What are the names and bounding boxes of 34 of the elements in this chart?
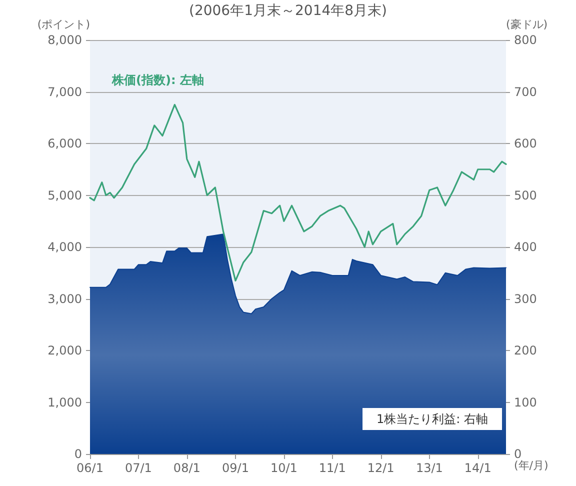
y2-tick-label: 200 bbox=[514, 344, 537, 358]
y2-tick-label: 500 bbox=[514, 188, 537, 202]
y-axis-title: (ポイント) bbox=[37, 18, 90, 31]
y-tick-label: 6,000 bbox=[48, 136, 82, 150]
y2-tick-label: 700 bbox=[514, 84, 537, 99]
x-tick-label: 06/1 bbox=[76, 461, 104, 475]
series-label: 1株当たり利益: 右軸 bbox=[376, 412, 488, 426]
y-tick-label: 2,000 bbox=[48, 344, 82, 358]
y-tick-label: 3,000 bbox=[48, 292, 82, 306]
x-tick-label: 13/1 bbox=[416, 461, 443, 475]
y-tick-label: 1,000 bbox=[48, 395, 82, 410]
line-series bbox=[89, 104, 507, 282]
y2-tick-label: 400 bbox=[514, 240, 537, 254]
x-tick-label: 09/1 bbox=[222, 461, 249, 475]
y2-tick-label: 0 bbox=[514, 447, 522, 461]
y2-tick-label: 300 bbox=[514, 292, 537, 306]
x-axis-title: (年/月) bbox=[514, 459, 548, 472]
x-tick-label: 07/1 bbox=[124, 461, 152, 475]
x-tick-label: 10/1 bbox=[270, 461, 298, 475]
y2-tick-label: 600 bbox=[514, 136, 537, 150]
y-tick-label: 7,000 bbox=[48, 84, 82, 99]
x-tick-label: 12/1 bbox=[367, 461, 394, 475]
x-tick-label: 11/1 bbox=[318, 461, 346, 475]
y-tick-label: 8,000 bbox=[48, 33, 82, 47]
y-tick-label: 4,000 bbox=[48, 240, 82, 254]
chart-subtitle: (2006年1月末～2014年8月末) bbox=[189, 3, 387, 19]
y2-tick-label: 100 bbox=[514, 395, 537, 410]
text: 株価(指数): 左軸 bbox=[111, 73, 204, 87]
y-tick-label: 0 bbox=[74, 447, 82, 461]
y-tick-label: 5,000 bbox=[48, 188, 82, 202]
y2-tick-label: 800 bbox=[514, 33, 537, 47]
y2-axis-title: (豪ドル) bbox=[506, 18, 548, 31]
x-tick-label: 08/1 bbox=[173, 461, 200, 475]
x-tick-label: 14/1 bbox=[464, 461, 492, 475]
